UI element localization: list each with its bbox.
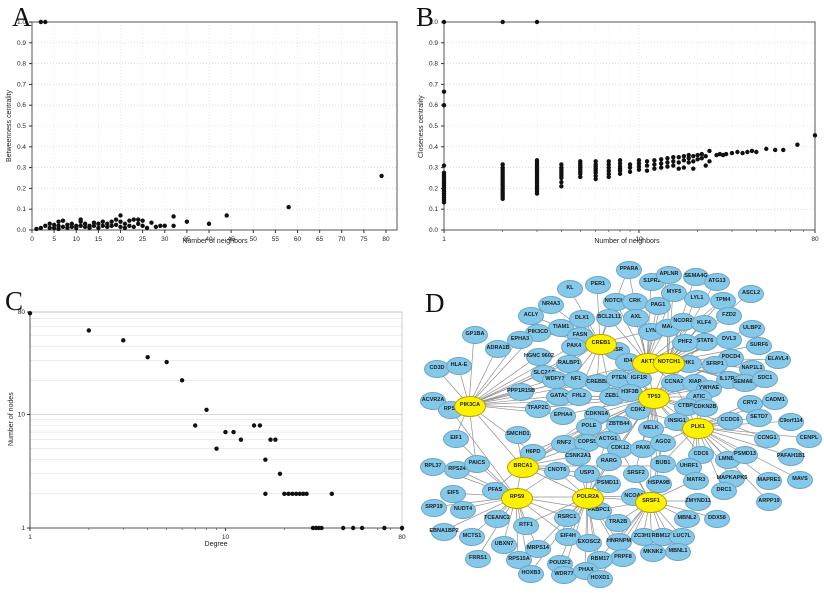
svg-text:0.6: 0.6 [429,102,438,109]
svg-text:70: 70 [338,236,346,243]
panel-b-points [441,19,818,205]
svg-text:40: 40 [205,236,213,243]
svg-text:65: 65 [316,236,324,243]
panel-b-axes: 1 10 80 0.0 0.1 0.2 0.3 0.4 0.5 0.6 0.7 0.8 0.9 1.0 [429,19,819,243]
svg-text:0.2: 0.2 [17,185,26,192]
svg-text:10: 10 [18,412,26,419]
panel-letter-a: A [12,2,32,32]
svg-text:20: 20 [117,236,125,243]
svg-text:1: 1 [28,534,32,540]
svg-text:0.9: 0.9 [17,40,26,47]
svg-text:0.2: 0.2 [429,185,438,192]
svg-text:50: 50 [250,236,258,243]
svg-text:0.4: 0.4 [429,144,438,151]
svg-text:0.4: 0.4 [17,144,26,151]
svg-text:0.5: 0.5 [17,123,26,130]
svg-text:0.3: 0.3 [17,165,26,172]
svg-text:55: 55 [272,236,280,243]
svg-text:0.0: 0.0 [17,227,26,234]
svg-text:10: 10 [635,236,643,243]
svg-text:80: 80 [398,534,406,540]
svg-text:10: 10 [73,236,81,243]
panel-c-points [27,311,405,531]
panel-letter-d: D [425,288,445,318]
svg-text:45: 45 [228,236,236,243]
svg-text:35: 35 [183,236,191,243]
svg-text:80: 80 [18,309,26,316]
svg-text:1: 1 [21,525,25,532]
svg-text:0: 0 [30,236,34,243]
svg-text:80: 80 [811,236,819,243]
svg-text:80: 80 [382,236,390,243]
svg-text:0.7: 0.7 [429,81,438,88]
panel-c-xlabel: Degree [204,541,228,548]
svg-text:1: 1 [442,236,446,243]
svg-text:0.5: 0.5 [429,123,438,130]
svg-text:60: 60 [294,236,302,243]
svg-text:0.1: 0.1 [17,206,26,213]
panel-a-axes: 0 5 10 15 20 25 30 35 40 45 50 55 60 65 70 75 80 0.0 0.1 0.… [17,19,390,243]
svg-text:10: 10 [222,534,230,540]
network-edges [431,268,809,579]
svg-text:0.9: 0.9 [429,40,438,47]
svg-text:0.8: 0.8 [17,61,26,68]
svg-text:30: 30 [161,236,169,243]
svg-text:25: 25 [139,236,147,243]
svg-text:0.0: 0.0 [429,227,438,234]
panel-b-xlabel: Number of neighbors [594,238,660,245]
panel-letter-c: C [5,286,24,316]
svg-text:0.8: 0.8 [429,61,438,68]
svg-text:1.0: 1.0 [17,19,26,26]
svg-text:0.3: 0.3 [429,165,438,172]
panel-a-points [34,19,384,232]
panel-b-chart: 1 10 80 0.0 0.1 0.2 0.3 0.4 0.5 0.6 0.7 0.8 0.9 1.0 [429,19,819,243]
svg-text:0.1: 0.1 [429,206,438,213]
panel-letter-b: B [416,2,435,32]
svg-text:1.0: 1.0 [429,19,438,26]
panel-a-chart: 0 5 10 15 20 25 30 35 40 45 50 55 60 65 70 75 80 0.0 0.1 0.… [17,19,398,243]
panel-a-xlabel: Number of neighbors [182,238,248,245]
svg-text:5: 5 [52,236,56,243]
svg-text:75: 75 [360,236,368,243]
svg-text:15: 15 [95,236,103,243]
panel-c-chart: 1 10 80 1 10 80 [18,309,406,540]
svg-text:0.7: 0.7 [17,81,26,88]
svg-text:0.6: 0.6 [17,102,26,109]
